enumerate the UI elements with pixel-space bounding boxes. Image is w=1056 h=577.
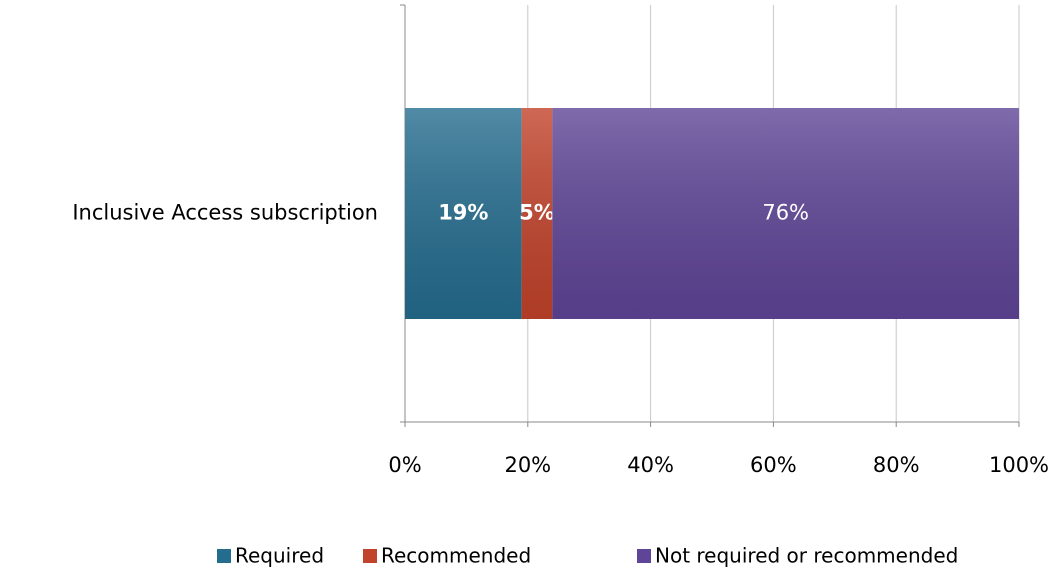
legend-label: Recommended	[381, 544, 531, 568]
legend-swatch	[637, 549, 651, 563]
bar-shade	[521, 107, 553, 320]
data-label: 19%	[438, 201, 488, 225]
legend-swatch	[217, 549, 231, 563]
x-tick-label: 60%	[750, 453, 797, 477]
data-label: 76%	[762, 201, 809, 225]
bar-shade	[552, 107, 1019, 320]
legend-label: Required	[235, 544, 324, 568]
data-label: 5%	[519, 201, 555, 225]
category-label: Inclusive Access subscription	[72, 201, 378, 225]
x-tick-label: 40%	[627, 453, 674, 477]
x-tick-label: 80%	[873, 453, 920, 477]
x-tick-label: 20%	[504, 453, 551, 477]
legend-label: Not required or recommended	[655, 544, 958, 568]
bar-shade	[405, 107, 522, 320]
legend-swatch	[363, 549, 377, 563]
x-tick-label: 0%	[388, 453, 421, 477]
x-tick-label: 100%	[989, 453, 1049, 477]
